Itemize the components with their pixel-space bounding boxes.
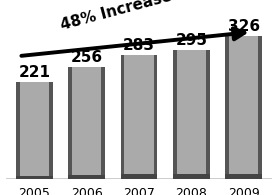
Text: 295: 295 [175,33,207,48]
Bar [16,82,20,179]
Text: 221: 221 [18,65,50,80]
Text: 2009: 2009 [228,187,260,195]
Bar [121,55,124,179]
Bar [16,82,53,179]
Text: 48% Increase: 48% Increase [59,0,174,33]
Bar [49,82,53,179]
Bar [206,50,210,179]
Text: 2005: 2005 [18,187,50,195]
Bar [68,67,105,179]
Bar [173,50,210,179]
Bar [16,176,53,179]
Bar [225,174,262,179]
Bar [225,36,229,179]
Bar [173,174,210,179]
Bar [121,55,157,179]
Bar [68,67,72,179]
Bar [154,55,157,179]
Text: 2008: 2008 [175,187,207,195]
Text: 283: 283 [123,38,155,53]
Text: 256: 256 [71,50,103,65]
Bar [121,175,157,179]
Text: 2006: 2006 [71,187,103,195]
Bar [258,36,262,179]
Bar [101,67,105,179]
Bar [173,50,177,179]
Bar [225,36,262,179]
Text: 2007: 2007 [123,187,155,195]
Text: 326: 326 [228,19,260,34]
Bar [68,175,105,179]
